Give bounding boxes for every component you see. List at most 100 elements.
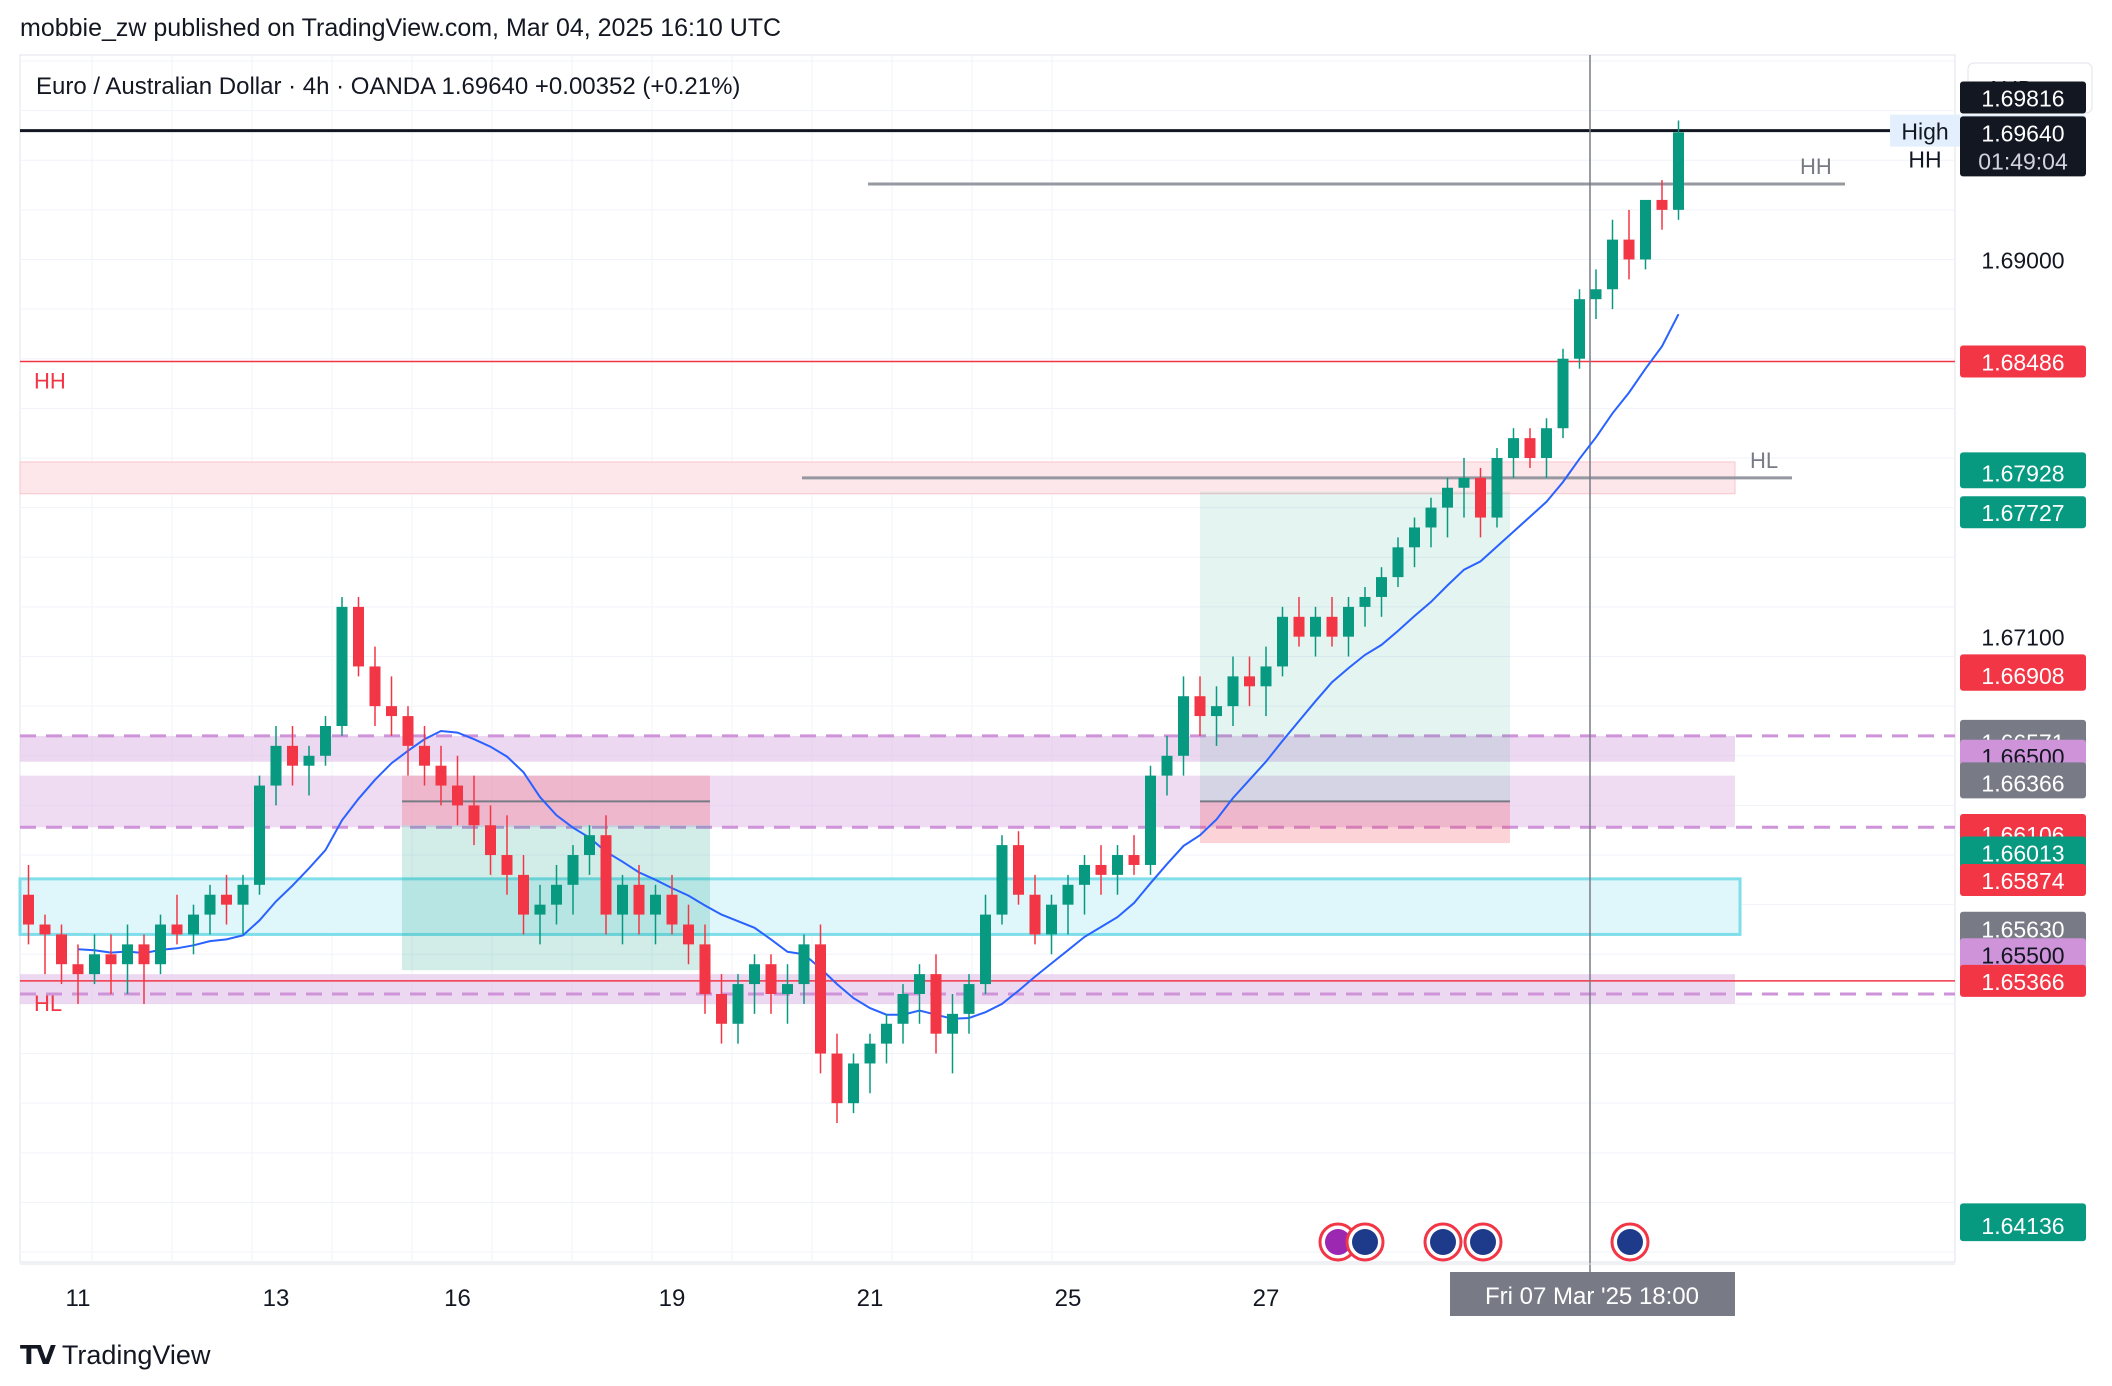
candle — [221, 874, 232, 925]
annotation-hh-gray: HH — [1800, 154, 1832, 179]
candle — [270, 725, 282, 806]
candle-body — [749, 964, 760, 985]
candle-body — [237, 884, 249, 905]
candle — [204, 884, 216, 935]
candle-body — [1112, 855, 1123, 875]
event-flag — [1430, 1229, 1456, 1255]
candle-body — [1656, 199, 1668, 210]
candle-body — [534, 904, 546, 915]
brand-name: TradingView — [61, 1340, 211, 1370]
candle — [485, 805, 496, 875]
candle-body — [1409, 527, 1420, 548]
candle-body — [1161, 755, 1173, 776]
candle — [56, 924, 67, 985]
candle-body — [1095, 864, 1107, 875]
candle-body — [122, 944, 133, 965]
candle — [1145, 765, 1156, 875]
candle-body — [600, 835, 612, 915]
candle-body — [1673, 132, 1684, 210]
candle — [303, 745, 315, 796]
price-label: 1.65630 — [1960, 912, 2086, 945]
high-tag-text: High — [1901, 119, 1948, 145]
high-tag-bg — [1890, 114, 1960, 147]
price-label: 1.66908 — [1960, 658, 2086, 691]
candle-body — [1194, 696, 1206, 717]
candle — [765, 954, 777, 1014]
economic-event-icon — [1345, 1222, 1385, 1262]
candle-body — [1079, 864, 1090, 885]
candle — [650, 884, 661, 945]
candle — [188, 904, 199, 955]
price-label: 1.66013 — [1960, 836, 2086, 869]
candle — [551, 864, 562, 925]
candle — [749, 954, 760, 1014]
candle-body — [452, 785, 463, 806]
candle-body — [881, 1023, 892, 1044]
symbol-title: Euro / Australian Dollar · 4h · OANDA 1.… — [36, 73, 740, 100]
crosshair-time-label: Fri 07 Mar '25 18:00 — [1485, 1283, 1699, 1310]
candle-body — [1458, 477, 1470, 488]
candle-body — [270, 745, 282, 786]
price-label: 1.64136 — [1960, 1209, 2086, 1242]
candle — [584, 825, 595, 875]
candle — [534, 884, 546, 945]
candle — [1029, 874, 1041, 945]
candle-body — [782, 984, 793, 994]
candle-body — [353, 606, 364, 667]
candle — [171, 894, 183, 945]
candle-body — [1590, 289, 1602, 300]
candle — [848, 1053, 859, 1114]
x-tick-label: 19 — [659, 1285, 686, 1312]
hh-tag-text: HH — [1908, 147, 1941, 173]
candle — [39, 914, 51, 975]
candle-body — [963, 984, 975, 1014]
candle-body — [1260, 666, 1272, 687]
candle — [452, 755, 463, 826]
price-label-text: 1.65630 — [1981, 916, 2064, 942]
price-label: 1.67100 — [1981, 625, 2064, 651]
candle-body — [1623, 239, 1635, 260]
candle — [287, 725, 298, 786]
candle — [1062, 874, 1074, 935]
candle — [1260, 646, 1272, 717]
candle — [1244, 656, 1255, 707]
candle — [89, 934, 100, 985]
tradingview-logo: TV TradingView — [20, 1340, 210, 1371]
price-label-text: 1.69640 — [1981, 120, 2064, 146]
price-label-bg — [1960, 964, 2086, 997]
candle-body — [1640, 199, 1651, 260]
price-label-bg — [1960, 1209, 2086, 1242]
candle-body — [221, 894, 232, 905]
price-label: 1.69816 — [1960, 81, 2086, 114]
candle-body — [930, 974, 942, 1034]
candle-body — [567, 855, 579, 885]
candle — [914, 964, 925, 1024]
candle — [501, 815, 513, 895]
candle-body — [996, 845, 1008, 915]
candle — [1161, 735, 1173, 796]
candle — [1310, 606, 1321, 657]
candle-body — [1310, 616, 1321, 637]
candle-body — [1442, 487, 1453, 508]
candle — [1211, 686, 1222, 746]
candle-body — [39, 924, 51, 935]
candle-body — [1392, 547, 1404, 578]
price-label-text: 1.65500 — [1981, 942, 2064, 968]
price-label-bg — [1960, 836, 2086, 869]
candle-body — [386, 706, 397, 717]
price-label: 1.69000 — [1981, 247, 2064, 273]
candle — [155, 914, 166, 975]
candle-body — [1293, 616, 1305, 637]
event-flag — [1325, 1229, 1351, 1255]
candle — [1524, 428, 1536, 468]
price-label-bg — [1960, 938, 2086, 971]
price-label: 1.68486 — [1960, 345, 2086, 378]
position-stop-zone — [1200, 801, 1510, 844]
candle — [864, 1033, 876, 1094]
price-label-text: 1.67727 — [1981, 500, 2064, 526]
candle — [237, 874, 249, 935]
candle-body — [518, 874, 529, 915]
candle-body — [732, 984, 744, 1024]
candle-body — [815, 944, 826, 1054]
